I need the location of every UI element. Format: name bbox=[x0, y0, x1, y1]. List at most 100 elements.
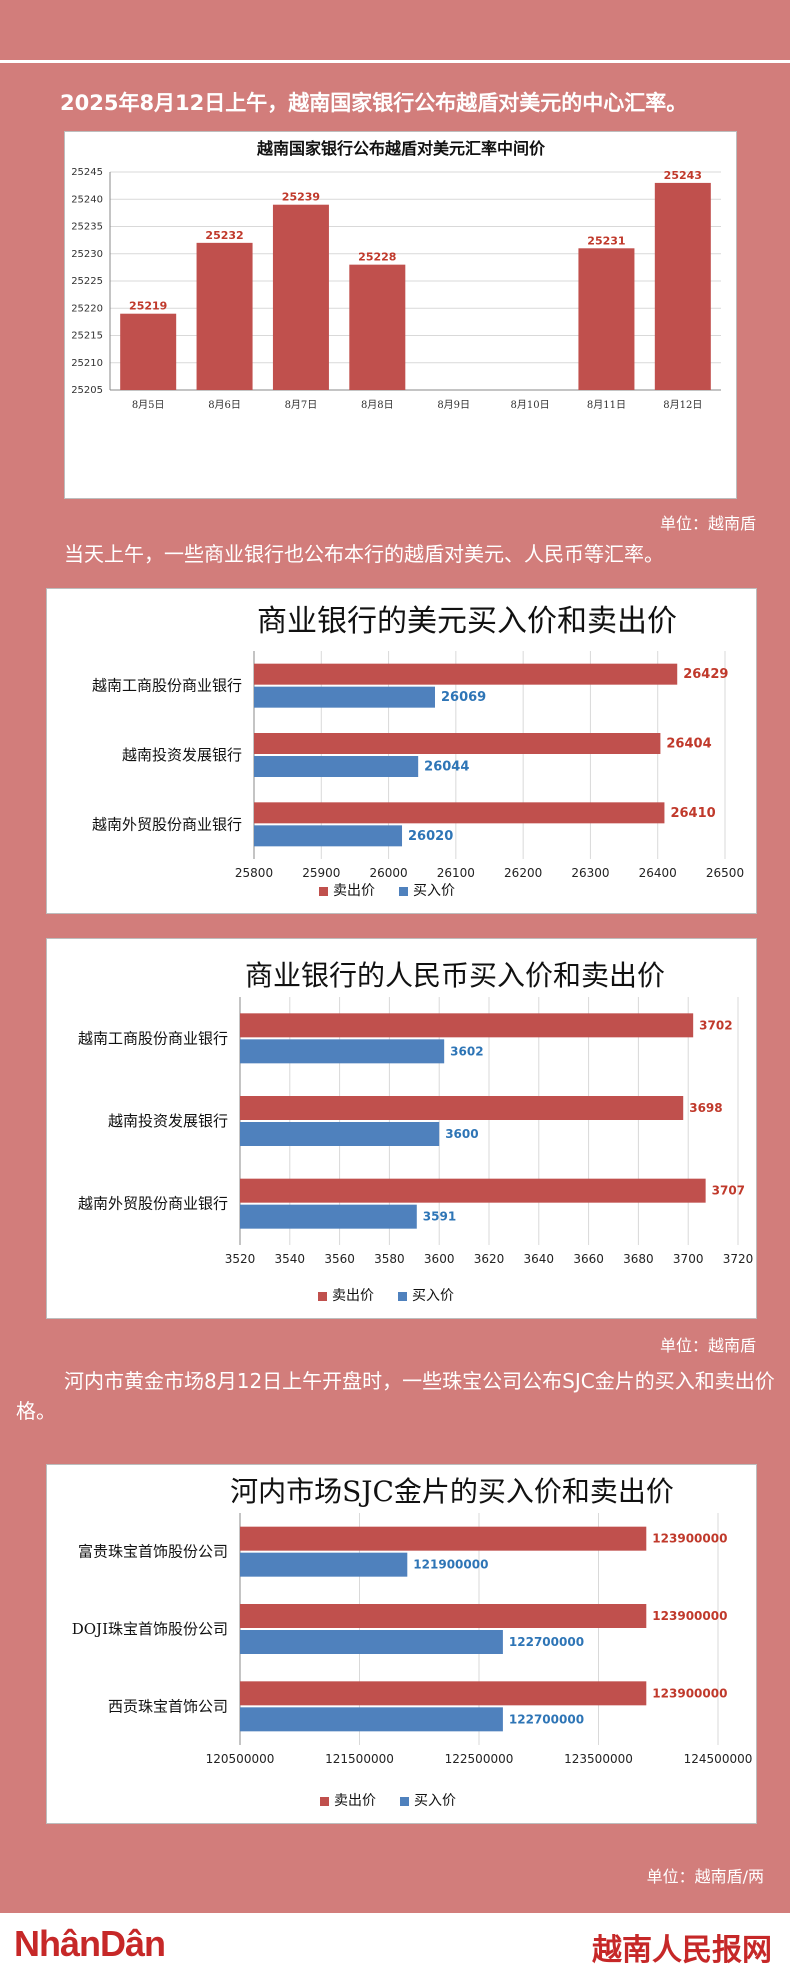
data-label-buy: 26020 bbox=[408, 829, 453, 844]
bar bbox=[654, 182, 711, 390]
chart-title: 越南国家银行公布越盾对美元汇率中间价 bbox=[256, 139, 546, 158]
nhandan-logo: NhânDân bbox=[14, 1923, 166, 1964]
data-label-buy: 3600 bbox=[445, 1127, 478, 1141]
bar bbox=[578, 248, 635, 390]
x-tick-label: 8月7日 bbox=[285, 399, 318, 411]
data-label-buy: 26069 bbox=[441, 690, 486, 705]
x-tick-label: 3580 bbox=[374, 1252, 405, 1266]
data-label: 25243 bbox=[664, 169, 702, 182]
bar-sell bbox=[254, 733, 661, 754]
chart-sjc-gold: 河内市场SJC金片的买入价和卖出价 120500000 121500000 12250… bbox=[46, 1464, 757, 1824]
bar bbox=[120, 313, 177, 390]
chart-title: 商业银行的人民币买入价和卖出价 bbox=[245, 959, 665, 992]
x-tick-label: 123500000 bbox=[564, 1752, 633, 1766]
unit-label-3: 单位：越南盾/两 bbox=[646, 1867, 764, 1886]
chart-title: 商业银行的美元买入价和卖出价 bbox=[257, 604, 677, 639]
data-label-sell: 26404 bbox=[666, 737, 711, 752]
legend-swatch-buy bbox=[398, 1292, 407, 1301]
bar-sell bbox=[240, 1604, 647, 1628]
x-tick-label: 122500000 bbox=[445, 1752, 514, 1766]
legend-swatch-sell bbox=[318, 1292, 327, 1301]
data-label-sell: 26429 bbox=[683, 667, 728, 682]
bar bbox=[272, 204, 329, 390]
bar-sell bbox=[240, 1013, 694, 1038]
chart-cny-banks: 商业银行的人民币买入价和卖出价 3520 3540 3560 3580 3600 3620 3… bbox=[46, 938, 757, 1319]
legend-label-buy: 买入价 bbox=[412, 1288, 454, 1304]
x-tick-label: 8月6日 bbox=[208, 399, 241, 411]
data-label-buy: 122700000 bbox=[509, 1712, 584, 1726]
category-label: 越南工商股份商业银行 bbox=[92, 677, 242, 695]
unit-label-1: 单位：越南盾 bbox=[659, 514, 756, 533]
x-tick-label: 3520 bbox=[225, 1252, 256, 1266]
data-label-sell: 123900000 bbox=[652, 1686, 727, 1700]
sjc-gold-svg: 河内市场SJC金片的买入价和卖出价 120500000 121500000 12250… bbox=[72, 1475, 753, 1809]
intro-text: 2025年8月12日上午，越南国家银行公布越盾对美元的中心汇率。 bbox=[60, 91, 688, 115]
x-tick-label: 3640 bbox=[524, 1252, 555, 1266]
legend-label-sell: 卖出价 bbox=[333, 883, 375, 899]
y-tick-label: 25245 bbox=[71, 167, 103, 178]
bar-buy bbox=[254, 825, 403, 847]
y-tick-label: 25240 bbox=[71, 194, 103, 205]
bar-buy bbox=[240, 1204, 417, 1229]
top-divider bbox=[0, 60, 790, 63]
bar bbox=[349, 264, 406, 390]
x-tick-label: 121500000 bbox=[325, 1752, 394, 1766]
x-tick-label: 3700 bbox=[673, 1252, 704, 1266]
category-label: 越南外贸股份商业银行 bbox=[92, 815, 242, 833]
chart-usd-banks: 商业银行的美元买入价和卖出价 25800 25900 26000 26100 26200 2… bbox=[46, 588, 757, 914]
x-tick-label: 124500000 bbox=[684, 1752, 753, 1766]
x-tick-label: 26500 bbox=[706, 866, 744, 880]
legend-swatch-sell bbox=[320, 1797, 329, 1806]
data-label-buy: 122700000 bbox=[509, 1635, 584, 1649]
y-tick-label: 25225 bbox=[71, 276, 103, 287]
bar-buy bbox=[240, 1552, 408, 1577]
cny-banks-svg: 商业银行的人民币买入价和卖出价 3520 3540 3560 3580 3600 3620 3… bbox=[78, 959, 753, 1304]
data-label-sell: 3698 bbox=[689, 1101, 722, 1115]
x-tick-label: 26400 bbox=[639, 866, 677, 880]
x-tick-label: 26100 bbox=[437, 866, 475, 880]
data-label-sell: 123900000 bbox=[652, 1532, 727, 1546]
central-rate-svg: 越南国家银行公布越盾对美元汇率中间价 25205 25210 25215 25220 25… bbox=[71, 139, 721, 411]
x-tick-label: 3540 bbox=[275, 1252, 306, 1266]
bar-sell bbox=[240, 1526, 647, 1551]
bar-buy bbox=[254, 686, 435, 708]
y-tick-label: 25230 bbox=[71, 249, 103, 260]
legend-swatch-sell bbox=[319, 887, 328, 896]
top-bar bbox=[0, 0, 790, 60]
data-label: 25239 bbox=[282, 191, 320, 204]
x-tick-label: 8月9日 bbox=[437, 399, 470, 411]
x-tick-label: 26000 bbox=[369, 866, 407, 880]
data-label-sell: 26410 bbox=[670, 806, 715, 821]
legend-swatch-buy bbox=[399, 887, 408, 896]
site-logo: 越南人民报网 bbox=[592, 1933, 772, 1968]
intro-text-3: 河内市黄金市场8月12日上午开盘时，一些珠宝公司公布SJC金片的买入和卖出价格。 bbox=[16, 1369, 775, 1423]
x-tick-label: 8月11日 bbox=[587, 399, 626, 411]
category-label: 富贵珠宝首饰股份公司 bbox=[78, 1543, 228, 1561]
bar-sell bbox=[240, 1681, 647, 1706]
bar-sell bbox=[254, 663, 678, 685]
x-tick-label: 8月12日 bbox=[663, 399, 702, 411]
x-tick-label: 3680 bbox=[623, 1252, 654, 1266]
data-label-sell: 3707 bbox=[712, 1184, 745, 1198]
x-tick-label: 8月5日 bbox=[132, 399, 165, 411]
x-tick-label: 3620 bbox=[474, 1252, 505, 1266]
data-label-buy: 3602 bbox=[450, 1044, 483, 1058]
x-tick-label: 26300 bbox=[571, 866, 609, 880]
category-label: 越南工商股份商业银行 bbox=[78, 1029, 228, 1047]
category-label: 越南外贸股份商业银行 bbox=[78, 1195, 228, 1213]
chart-title: 河内市场SJC金片的买入价和卖出价 bbox=[230, 1475, 674, 1508]
data-label: 25232 bbox=[205, 229, 243, 242]
bar-buy bbox=[254, 756, 419, 777]
data-label-buy: 26044 bbox=[424, 760, 469, 775]
bar-buy bbox=[240, 1630, 503, 1654]
data-label: 25231 bbox=[587, 234, 625, 247]
unit-label-2: 单位：越南盾 bbox=[659, 1336, 756, 1355]
intro-text-2: 当天上午，一些商业银行也公布本行的越盾对美元、人民币等汇率。 bbox=[64, 542, 664, 566]
x-tick-label: 8月8日 bbox=[361, 399, 394, 411]
bar-sell bbox=[254, 802, 665, 824]
x-tick-label: 25900 bbox=[302, 866, 340, 880]
bar-sell bbox=[240, 1096, 684, 1120]
bar-sell bbox=[240, 1178, 706, 1203]
y-tick-label: 25235 bbox=[71, 222, 103, 233]
